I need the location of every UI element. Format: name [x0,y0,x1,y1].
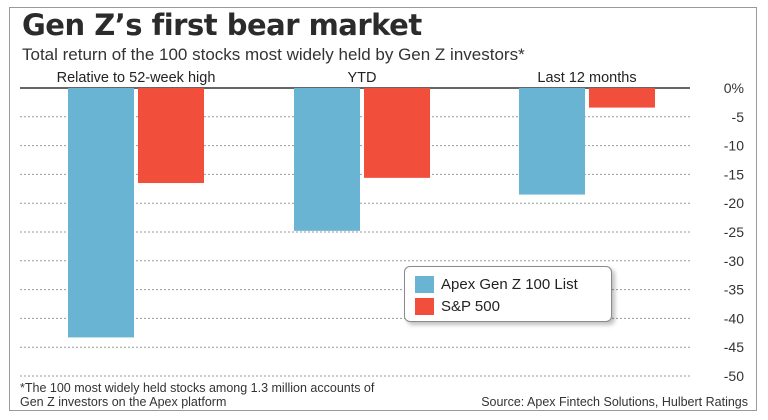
bar-sp500-1 [364,88,430,178]
y-tick-label: -15 [724,166,744,182]
y-tick-label: -20 [724,195,744,211]
y-tick-label: -25 [724,224,744,240]
legend-item-sp500: S&P 500 [415,296,500,316]
category-label: Last 12 months [537,70,636,86]
bar-sp500-0 [138,88,204,184]
bar-sp500-2 [589,88,655,108]
category-label: YTD [348,70,377,86]
y-tick-label: -45 [724,339,744,355]
legend-label-sp500: S&P 500 [441,297,500,315]
y-tick-label: -30 [724,253,744,269]
legend-swatch-sp500 [415,297,434,315]
bar-gen-z-0 [68,88,134,338]
y-tick-label: -50 [724,368,744,384]
y-tick-label: -5 [732,109,745,125]
category-label: Relative to 52-week high [57,70,216,86]
legend-swatch-gen-z [415,275,434,293]
bar-gen-z-1 [294,88,360,231]
y-tick-label: -35 [724,282,744,298]
bar-gen-z-2 [519,88,585,195]
y-tick-label: -10 [724,138,744,154]
y-tick-label: 0% [724,80,744,96]
legend-label-gen-z: Apex Gen Z 100 List [441,275,578,293]
y-tick-label: -40 [724,310,744,326]
chart-legend: Apex Gen Z 100 List S&P 500 [404,266,612,322]
source-note: Source: Apex Fintech Solutions, Hulbert … [481,395,748,409]
legend-item-gen-z: Apex Gen Z 100 List [415,274,578,294]
chart-subtitle: Total return of the 100 stocks most wide… [22,45,525,64]
chart-title: Gen Z’s first bear market [22,8,422,42]
footnote: *The 100 most widely held stocks among 1… [20,381,375,409]
